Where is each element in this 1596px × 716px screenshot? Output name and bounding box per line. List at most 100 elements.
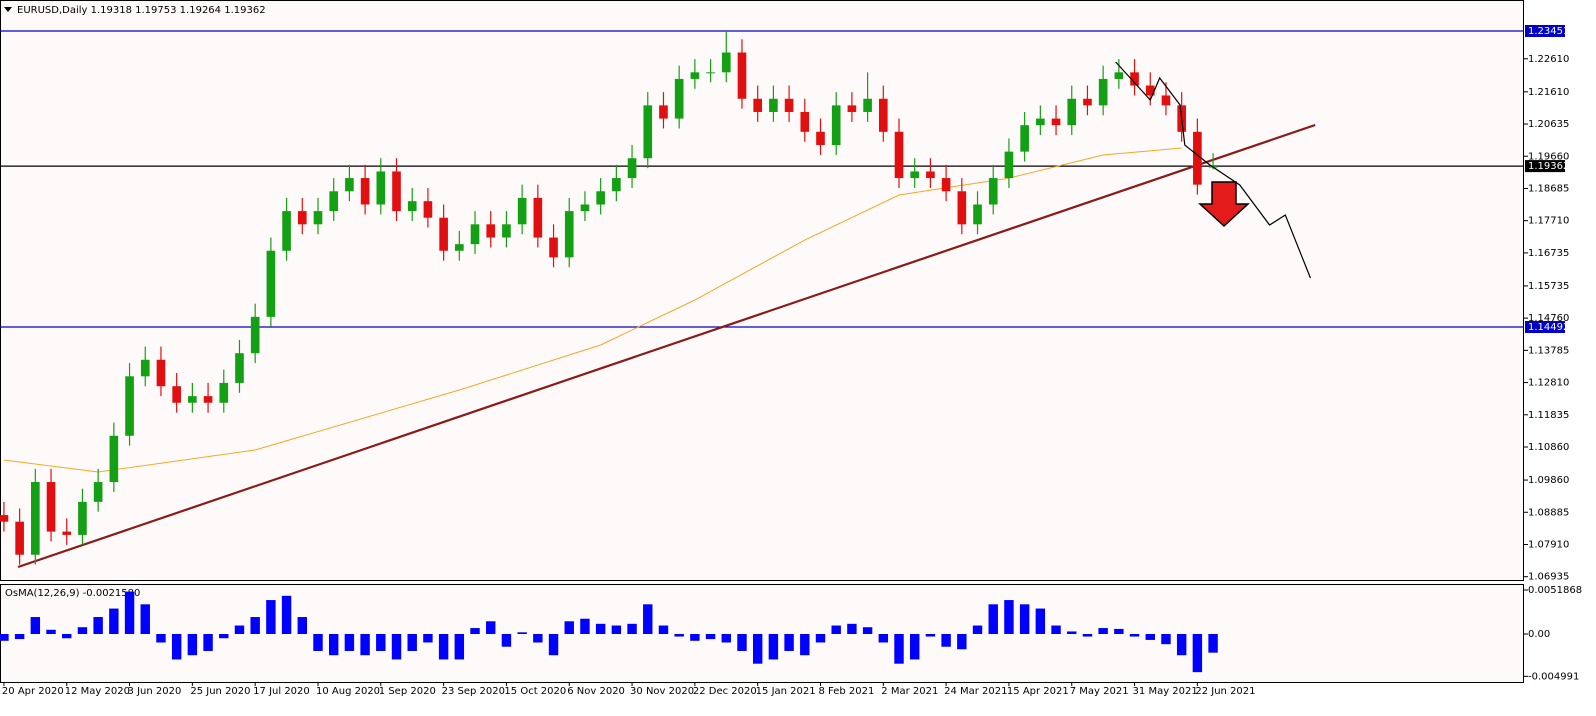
osma-bar <box>1067 631 1077 635</box>
y-tick-label: 1.16735 <box>1528 248 1569 259</box>
osma-bar <box>1176 634 1187 656</box>
level-label: 1.19362 <box>1528 161 1569 172</box>
osma-bar <box>486 621 496 635</box>
candle-body <box>1004 151 1014 179</box>
candle-body <box>455 244 464 251</box>
candle-body <box>753 98 762 112</box>
osma-bar <box>344 634 355 651</box>
osma-bar <box>627 623 637 635</box>
osma-bar <box>533 634 543 643</box>
osma-bar <box>815 634 826 643</box>
candle-body <box>297 211 307 225</box>
candle-body <box>517 197 527 225</box>
x-tick-label: 15 Jan 2021 <box>756 686 816 697</box>
osma-bar <box>1208 634 1218 653</box>
osma-bar <box>391 634 402 660</box>
trendline <box>17 123 1316 569</box>
y-tick-label: 1.11835 <box>1528 410 1569 421</box>
candle-body <box>706 72 715 74</box>
candle-body <box>564 211 574 258</box>
candle-body <box>0 515 9 522</box>
candle-body <box>533 197 543 238</box>
osma-bar <box>313 634 323 651</box>
candle-body <box>78 501 87 535</box>
osma-bar <box>1082 634 1093 637</box>
candle-body <box>800 111 810 132</box>
candle-body <box>266 250 276 317</box>
candle-body <box>486 224 496 238</box>
y-tick-label: 1.12810 <box>1528 378 1569 389</box>
osma-bar <box>705 634 716 640</box>
x-tick-label: 8 Feb 2021 <box>818 686 874 697</box>
candle-body <box>109 435 119 483</box>
candle-body <box>847 105 857 112</box>
osma-bar <box>595 623 606 635</box>
x-tick-label: 31 May 2021 <box>1133 686 1198 697</box>
osma-bar <box>925 634 936 637</box>
candle-body <box>345 178 354 192</box>
candle-body <box>392 171 401 212</box>
x-tick-label: 7 May 2021 <box>1070 686 1129 697</box>
level-label: 1.23451 <box>1528 26 1569 37</box>
candle-body <box>596 191 605 205</box>
osma-bar <box>46 629 56 635</box>
forecast <box>1115 61 1311 279</box>
candle-body <box>1020 125 1029 152</box>
osma-bar <box>862 627 873 635</box>
candle-body <box>423 201 433 218</box>
y-tick-label: 1.10860 <box>1528 442 1569 453</box>
x-tick-label: 22 Dec 2020 <box>693 686 757 697</box>
osma-bar <box>1098 628 1108 635</box>
osma-bar <box>187 634 198 656</box>
osma-bar <box>957 634 967 650</box>
marks: 1.22610 1.21610 1.20635 1.19660 1.18685 1.177… <box>0 24 1582 697</box>
candle-body <box>784 98 794 112</box>
price-panel <box>0 0 1524 581</box>
osma-bar <box>564 621 574 635</box>
osma-bar <box>1145 634 1155 640</box>
candle-body <box>1067 98 1077 126</box>
osma-bar <box>847 623 857 635</box>
osma-bar <box>407 634 417 651</box>
candle-body <box>188 396 197 403</box>
osma-bar <box>972 625 983 635</box>
x-tick-label: 3 Jun 2020 <box>128 686 182 697</box>
candle-body <box>31 482 40 555</box>
osma-bar <box>1129 634 1140 637</box>
candle-body <box>250 316 260 354</box>
level-label-box <box>1525 24 1565 37</box>
osma-bar <box>910 634 920 660</box>
candle-body <box>549 237 558 258</box>
candle-body <box>1193 131 1202 185</box>
osma-bar <box>941 634 951 647</box>
x-tick-label: 22 Jun 2021 <box>1195 686 1255 697</box>
osma-bar <box>77 627 88 635</box>
osma-bar <box>690 634 700 641</box>
osma-bar <box>93 617 103 635</box>
candle-body <box>957 191 967 225</box>
y-tick-label: 1.09860 <box>1528 475 1569 486</box>
x-tick-label: 24 Mar 2021 <box>944 686 1007 697</box>
y-tick-label: 1.22610 <box>1528 54 1569 65</box>
osma-bar <box>737 634 747 651</box>
osma-bar <box>1114 628 1124 635</box>
menu-icon <box>4 7 12 12</box>
osma-bar <box>548 634 559 656</box>
candle-body <box>282 211 291 251</box>
candle-body <box>612 178 621 192</box>
osma-bar <box>831 625 841 635</box>
osma-bar <box>156 634 166 643</box>
candle-body <box>988 178 998 205</box>
osma-bar <box>643 604 653 635</box>
osma-title: OsMA(12,26,9) -0.0021580 <box>5 588 140 599</box>
osma-bar <box>878 634 889 643</box>
osma-bar <box>297 617 307 635</box>
osma-bar <box>454 634 465 660</box>
x-tick-label: 1 Sep 2020 <box>379 686 436 697</box>
osma-bar <box>1035 608 1046 635</box>
candle-body <box>502 224 511 238</box>
candle-body <box>941 178 951 192</box>
osma-bar <box>109 608 119 635</box>
candle-body <box>172 386 181 403</box>
y-tick-label: 1.14760 <box>1528 313 1569 324</box>
